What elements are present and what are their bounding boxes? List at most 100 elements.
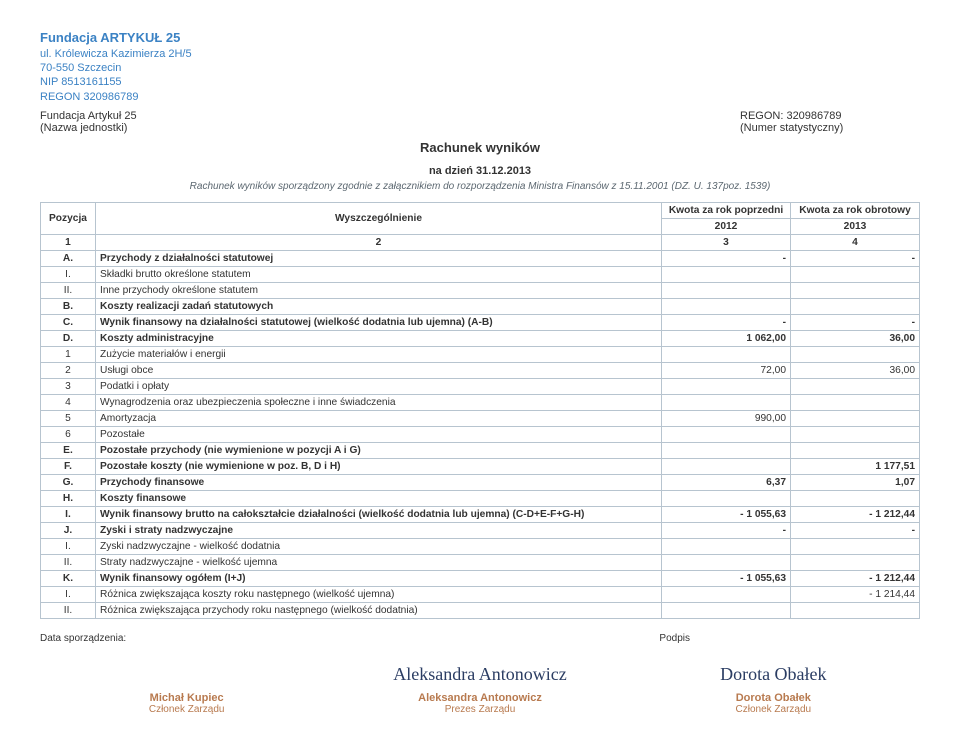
signature-name: Dorota Obałek <box>627 692 920 704</box>
cell-desc: Straty nadzwyczajne - wielkość ujemna <box>96 555 662 571</box>
table-row: II.Inne przychody określone statutem <box>41 283 920 299</box>
table-row: G.Przychody finansowe6,371,07 <box>41 475 920 491</box>
cell-curr: 36,00 <box>791 363 920 379</box>
cell-desc: Zyski i straty nadzwyczajne <box>96 523 662 539</box>
table-row: 2Usługi obce72,0036,00 <box>41 363 920 379</box>
cell-curr <box>791 443 920 459</box>
signature-handwriting: Aleksandra Antonowicz <box>333 664 626 690</box>
table-row: 3Podatki i opłaty <box>41 379 920 395</box>
cell-prev <box>662 427 791 443</box>
signature-role: Członek Zarządu <box>627 704 920 715</box>
cell-prev <box>662 267 791 283</box>
cell-prev: 1 062,00 <box>662 331 791 347</box>
cell-curr <box>791 555 920 571</box>
cell-pos: 5 <box>41 411 96 427</box>
table-row: F.Pozostałe koszty (nie wymienione w poz… <box>41 459 920 475</box>
org-name-caption: (Nazwa jednostki) <box>40 122 300 134</box>
cell-desc: Wynik finansowy ogółem (I+J) <box>96 571 662 587</box>
letterhead-line: ul. Królewicza Kazimierza 2H/5 <box>40 47 920 61</box>
cell-pos: C. <box>41 315 96 331</box>
letterhead-title: Fundacja ARTYKUŁ 25 <box>40 30 920 47</box>
cell-prev <box>662 379 791 395</box>
cell-prev <box>662 395 791 411</box>
cell-desc: Przychody finansowe <box>96 475 662 491</box>
signature-2: Aleksandra Antonowicz Aleksandra Antonow… <box>333 664 626 715</box>
letterhead-line: 70-550 Szczecin <box>40 61 920 75</box>
cell-prev <box>662 539 791 555</box>
cell-desc: Wynik finansowy brutto na całokształcie … <box>96 507 662 523</box>
signature-role: Członek Zarządu <box>40 704 333 715</box>
cell-desc: Przychody z działalności statutowej <box>96 251 662 267</box>
signature-handwriting: Dorota Obałek <box>627 664 920 690</box>
cell-curr <box>791 539 920 555</box>
cell-prev <box>662 347 791 363</box>
cell-pos: II. <box>41 555 96 571</box>
cell-pos: I. <box>41 267 96 283</box>
cell-desc: Amortyzacja <box>96 411 662 427</box>
cell-prev: - <box>662 523 791 539</box>
table-row: I.Składki brutto określone statutem <box>41 267 920 283</box>
footer-left: Data sporządzenia: <box>40 633 126 644</box>
header-left: Fundacja Artykuł 25 (Nazwa jednostki) <box>40 110 300 134</box>
cell-prev: 6,37 <box>662 475 791 491</box>
cell-desc: Wynik finansowy na działalności statutow… <box>96 315 662 331</box>
cell-pos: J. <box>41 523 96 539</box>
cell-curr: - 1 214,44 <box>791 587 920 603</box>
letterhead-line: REGON 320986789 <box>40 90 920 104</box>
report-title: Rachunek wyników <box>40 140 920 155</box>
center-title-block: Rachunek wyników na dzień 31.12.2013 Rac… <box>40 140 920 192</box>
col-header-desc: Wyszczególnienie <box>96 203 662 235</box>
table-row: K.Wynik finansowy ogółem (I+J)- 1 055,63… <box>41 571 920 587</box>
cell-pos: 6 <box>41 427 96 443</box>
table-row: 1Zużycie materiałów i energii <box>41 347 920 363</box>
table-row: D.Koszty administracyjne1 062,0036,00 <box>41 331 920 347</box>
footer-row: Data sporządzenia: Podpis <box>40 633 920 644</box>
table-row: J.Zyski i straty nadzwyczajne-- <box>41 523 920 539</box>
cell-pos: II. <box>41 603 96 619</box>
table-row: B.Koszty realizacji zadań statutowych <box>41 299 920 315</box>
table-row: C.Wynik finansowy na działalności statut… <box>41 315 920 331</box>
table-row: I.Zyski nadzwyczajne - wielkość dodatnia <box>41 539 920 555</box>
cell-pos: 3 <box>41 379 96 395</box>
cell-curr <box>791 283 920 299</box>
cell-curr: 1,07 <box>791 475 920 491</box>
cell-pos: 4 <box>41 395 96 411</box>
cell-pos: 1 <box>41 347 96 363</box>
col-num-1: 1 <box>41 235 96 251</box>
cell-desc: Podatki i opłaty <box>96 379 662 395</box>
letterhead-line: NIP 8513161155 <box>40 75 920 89</box>
cell-curr: - <box>791 251 920 267</box>
letterhead: Fundacja ARTYKUŁ 25 ul. Królewicza Kazim… <box>40 30 920 104</box>
cell-desc: Pozostałe <box>96 427 662 443</box>
col-header-year-prev: 2012 <box>662 219 791 235</box>
cell-desc: Zużycie materiałów i energii <box>96 347 662 363</box>
report-date: na dzień 31.12.2013 <box>40 165 920 177</box>
cell-curr <box>791 395 920 411</box>
cell-curr <box>791 427 920 443</box>
table-row: II.Różnica zwiększająca przychody roku n… <box>41 603 920 619</box>
cell-desc: Usługi obce <box>96 363 662 379</box>
header-row: Fundacja Artykuł 25 (Nazwa jednostki) RE… <box>40 110 920 134</box>
cell-pos: E. <box>41 443 96 459</box>
cell-pos: G. <box>41 475 96 491</box>
cell-pos: I. <box>41 587 96 603</box>
col-header-year-curr: 2013 <box>791 219 920 235</box>
results-table: Pozycja Wyszczególnienie Kwota za rok po… <box>40 202 920 619</box>
cell-pos: D. <box>41 331 96 347</box>
cell-prev <box>662 443 791 459</box>
cell-pos: II. <box>41 283 96 299</box>
cell-pos: I. <box>41 539 96 555</box>
cell-desc: Koszty finansowe <box>96 491 662 507</box>
cell-pos: H. <box>41 491 96 507</box>
cell-pos: I. <box>41 507 96 523</box>
cell-curr <box>791 491 920 507</box>
cell-curr: - 1 212,44 <box>791 507 920 523</box>
cell-curr: 36,00 <box>791 331 920 347</box>
cell-desc: Inne przychody określone statutem <box>96 283 662 299</box>
cell-desc: Pozostałe koszty (nie wymienione w poz. … <box>96 459 662 475</box>
cell-desc: Koszty administracyjne <box>96 331 662 347</box>
cell-desc: Pozostałe przychody (nie wymienione w po… <box>96 443 662 459</box>
table-row: I.Różnica zwiększająca koszty roku nastę… <box>41 587 920 603</box>
cell-desc: Różnica zwiększająca koszty roku następn… <box>96 587 662 603</box>
regon-caption: (Numer statystyczny) <box>740 122 920 134</box>
